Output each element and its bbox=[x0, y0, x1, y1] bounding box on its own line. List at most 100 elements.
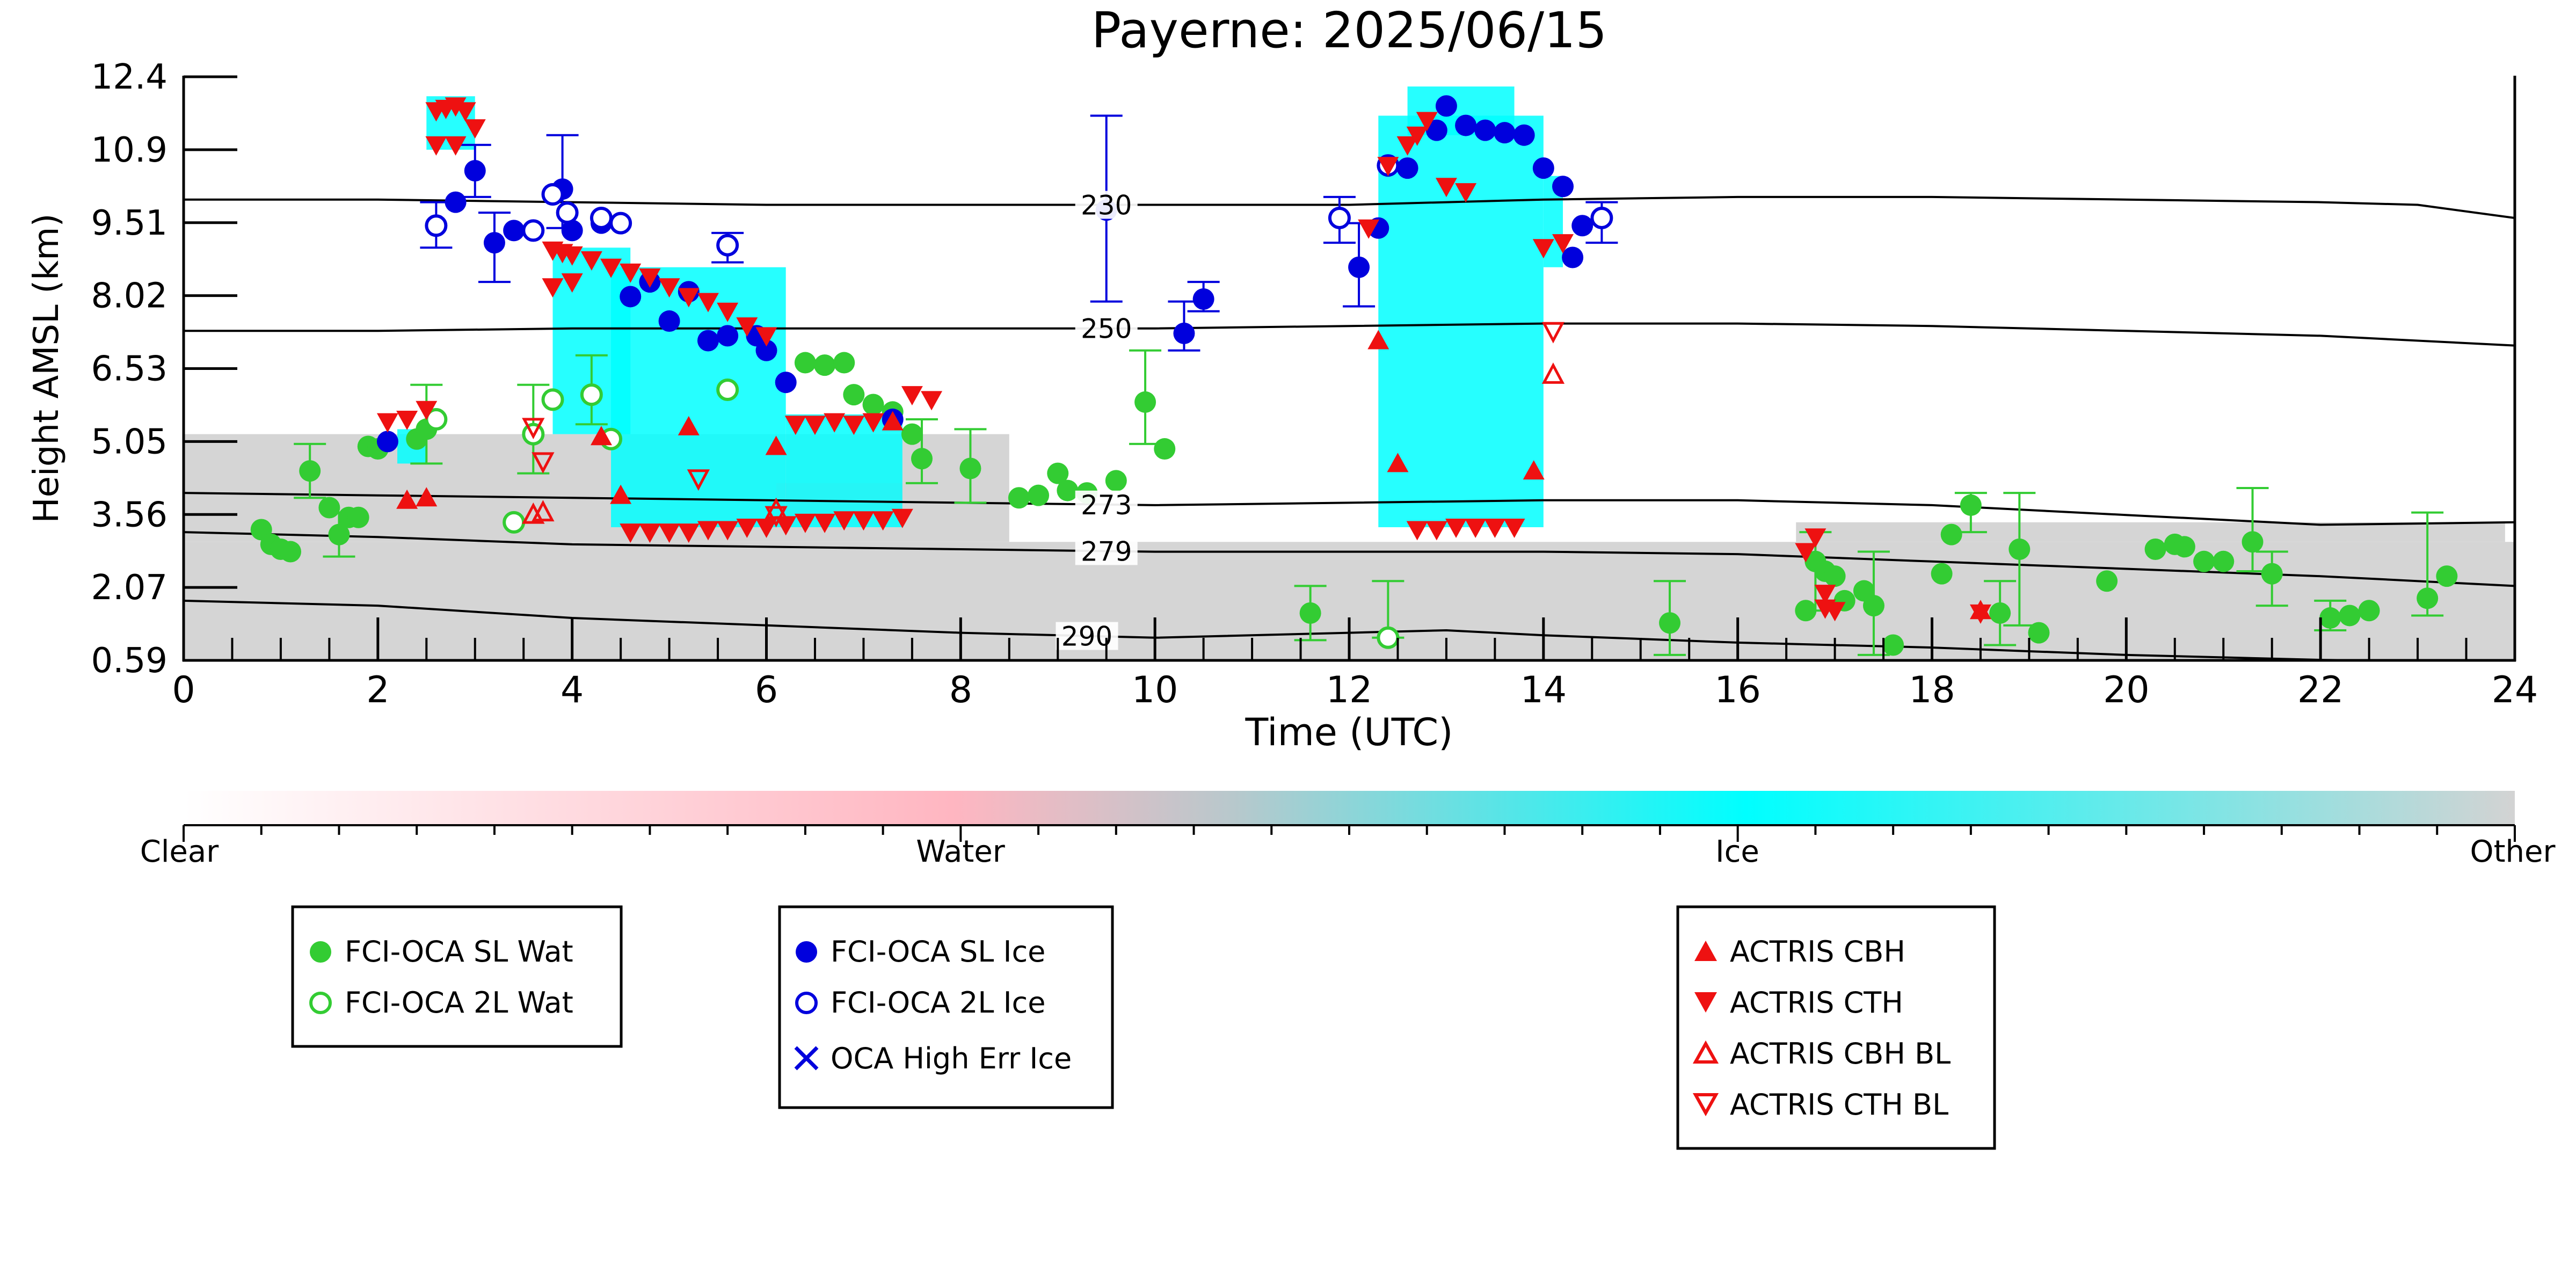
actris-cbh-bl-point-2 bbox=[765, 497, 788, 519]
fci-oca-2l-ice-point-2 bbox=[541, 183, 564, 206]
fci-oca-sl-wat-point-13 bbox=[794, 352, 816, 374]
actris-cbh-point-0 bbox=[396, 489, 418, 509]
fci-oca-2l-ice-point-4 bbox=[590, 206, 613, 229]
fci-oca-sl-wat-point-27 bbox=[1105, 470, 1127, 492]
actris-cth-point-61 bbox=[1503, 518, 1525, 538]
fci-oca-sl-ice-point-23 bbox=[1396, 157, 1418, 179]
actris-cth-point-38 bbox=[736, 518, 758, 538]
x-tick-label-10: 20 bbox=[2103, 669, 2150, 711]
fci-oca-2l-ice-point-9 bbox=[1590, 206, 1613, 229]
actris-cth-point-50 bbox=[1416, 112, 1438, 132]
fci-oca-sl-wat-point-40 bbox=[1931, 563, 1953, 585]
colorbar-label-clear: Clear bbox=[140, 834, 219, 869]
actris-cth-point-63 bbox=[1804, 528, 1827, 548]
actris-cth-point-46 bbox=[891, 508, 913, 528]
legend-marker-cth-bl bbox=[1692, 1093, 1719, 1117]
legend-marker-sl-ice bbox=[796, 941, 817, 963]
x-tick-label-4: 8 bbox=[949, 669, 972, 711]
fci-oca-sl-wat-point-16 bbox=[843, 384, 865, 406]
actris-cbh-bl-point-1 bbox=[532, 500, 555, 522]
fci-oca-sl-ice-point-16 bbox=[775, 372, 797, 394]
actris-cth-point-20 bbox=[717, 302, 739, 322]
fci-oca-sl-ice-point-28 bbox=[1494, 122, 1516, 144]
actris-cth-point-33 bbox=[639, 523, 661, 543]
y-tick-label-3: 5.05 bbox=[91, 422, 168, 462]
cloud-mask-layer bbox=[184, 86, 2515, 660]
isotherm-label-273: 273 bbox=[1081, 490, 1132, 521]
fci-oca-sl-wat-point-4 bbox=[299, 460, 321, 482]
fci-oca-sl-ice-point-32 bbox=[1571, 215, 1593, 237]
actris-cth-point-9 bbox=[416, 401, 438, 420]
fci-oca-sl-wat-point-25 bbox=[1057, 479, 1079, 501]
legend-marker-2l-ice bbox=[795, 992, 818, 1014]
y-axis-label: Height AMSL (km) bbox=[27, 214, 67, 523]
y-tick-label-8: 12.4 bbox=[91, 57, 168, 97]
colorbar-label-ice: Ice bbox=[1715, 834, 1759, 869]
isotherm-label-279: 279 bbox=[1081, 536, 1132, 567]
isotherm-label-bg-279 bbox=[1075, 537, 1138, 565]
fci-oca-sl-ice-point-27 bbox=[1474, 119, 1496, 141]
fci-oca-2l-ice-point-5 bbox=[609, 212, 632, 235]
actris-cbh-point-7 bbox=[1367, 330, 1389, 350]
fci-oca-sl-wat-point-46 bbox=[2096, 570, 2118, 592]
actris-cth-point-48 bbox=[1377, 157, 1399, 177]
actris-cth-point-36 bbox=[697, 521, 719, 541]
fci-oca-2l-ice-point-6 bbox=[716, 234, 739, 257]
actris-cth-point-6 bbox=[464, 119, 486, 139]
isotherm-230 bbox=[184, 195, 2515, 219]
actris-cbh-point-3 bbox=[610, 484, 632, 504]
actris-cth-point-37 bbox=[717, 521, 739, 541]
colorbar-gradient bbox=[184, 791, 2515, 824]
fci-oca-sl-ice-point-8 bbox=[620, 286, 642, 308]
fci-oca-sl-wat-point-47 bbox=[2144, 538, 2166, 560]
actris-cth-point-31 bbox=[921, 391, 943, 411]
actris-cth-point-66 bbox=[1814, 599, 1836, 619]
actris-cth-point-25 bbox=[784, 416, 806, 435]
fci-oca-sl-wat-point-28 bbox=[1134, 391, 1156, 413]
fci-oca-sl-wat-point-24 bbox=[1047, 462, 1069, 484]
fci-oca-sl-wat-point-49 bbox=[2173, 536, 2195, 558]
actris-cbh-point-6 bbox=[882, 411, 904, 431]
fci-oca-sl-ice-point-30 bbox=[1532, 157, 1554, 179]
actris-cbh-point-5 bbox=[765, 435, 787, 455]
actris-cbh-bl-point-3 bbox=[1541, 362, 1565, 384]
actris-cth-point-19 bbox=[697, 293, 719, 312]
isotherm-label-bg-250 bbox=[1075, 314, 1138, 343]
isotherm-lines bbox=[184, 195, 2515, 660]
plot-area bbox=[184, 86, 2515, 660]
legend-ice: FCI-OCA SL Ice FCI-OCA 2L Ice OCA High E… bbox=[778, 905, 1114, 1109]
actris-cth-bl-point-3 bbox=[765, 506, 788, 528]
actris-cth-point-26 bbox=[804, 416, 826, 435]
legend-label-cth: ACTRIS CTH bbox=[1730, 986, 1903, 1020]
actris-cth-point-43 bbox=[833, 511, 855, 531]
legend-label-2l-wat: FCI-OCA 2L Wat bbox=[345, 986, 573, 1020]
colorbar: Clear Water Ice Other bbox=[140, 791, 2556, 869]
legend-marker-high-err bbox=[794, 1046, 819, 1071]
x-tick-label-0: 0 bbox=[172, 669, 195, 711]
fci-oca-sl-wat-point-29 bbox=[1154, 438, 1176, 460]
legend-marker-cth bbox=[1694, 992, 1717, 1013]
isotherm-labels: 230 250 273 279 290 bbox=[1056, 190, 1138, 652]
fci-oca-sl-wat-point-21 bbox=[959, 457, 981, 479]
fci-oca-sl-ice-point-3 bbox=[483, 232, 505, 254]
fci-oca-sl-wat-point-22 bbox=[1008, 487, 1030, 509]
fci-oca-sl-wat-point-5 bbox=[318, 497, 340, 519]
isotherm-label-bg-230 bbox=[1075, 191, 1138, 219]
fci-oca-sl-ice-point-12 bbox=[697, 330, 719, 352]
fci-oca-sl-ice-point-2 bbox=[464, 159, 486, 181]
actris-cth-point-32 bbox=[620, 523, 642, 543]
fci-oca-sl-ice-point-15 bbox=[755, 339, 777, 361]
fci-oca-2l-ice-point-1 bbox=[522, 219, 545, 242]
fci-oca-sl-wat-point-8 bbox=[347, 506, 369, 528]
actris-cth-point-14 bbox=[600, 258, 622, 278]
x-tick-label-7: 14 bbox=[1520, 669, 1567, 711]
fci-oca-sl-wat-point-43 bbox=[1989, 602, 2011, 624]
x-tick-label-1: 2 bbox=[366, 669, 389, 711]
actris-cth-point-23 bbox=[542, 278, 564, 298]
fci-oca-sl-wat-point-54 bbox=[2319, 607, 2341, 629]
fci-oca-2l-wat-point-1 bbox=[503, 511, 526, 534]
legend-label-2l-ice: FCI-OCA 2L Ice bbox=[831, 986, 1045, 1020]
fci-oca-sl-wat-point-15 bbox=[833, 352, 855, 374]
cloud-region-other-2 bbox=[1796, 522, 2505, 542]
